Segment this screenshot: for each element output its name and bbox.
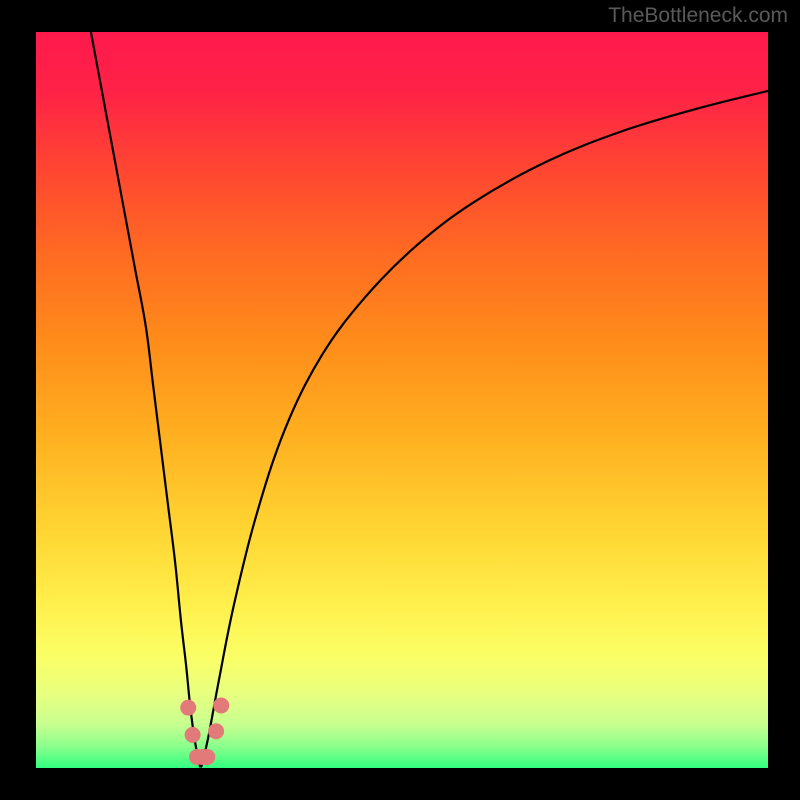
bottleneck-chart: [0, 0, 800, 800]
valley-marker: [199, 749, 215, 765]
watermark-text: TheBottleneck.com: [608, 4, 788, 28]
chart-container: TheBottleneck.com: [0, 0, 800, 800]
plot-background: [36, 32, 768, 768]
valley-marker: [213, 697, 229, 713]
valley-marker: [180, 700, 196, 716]
valley-marker: [208, 723, 224, 739]
valley-marker: [185, 727, 201, 743]
